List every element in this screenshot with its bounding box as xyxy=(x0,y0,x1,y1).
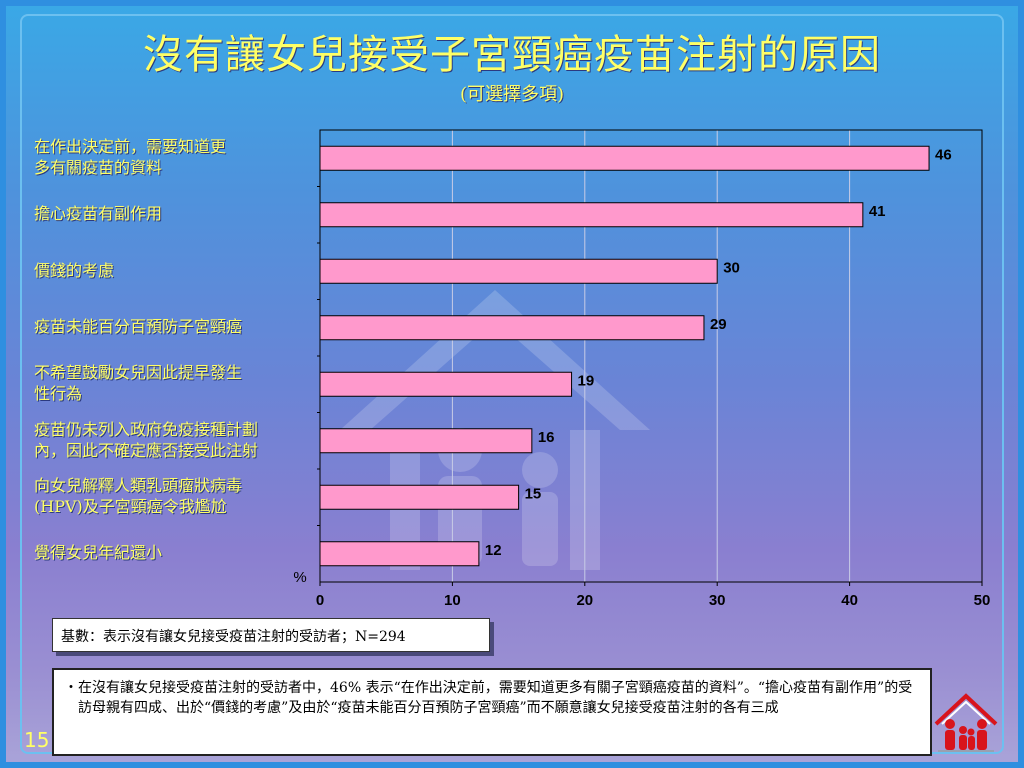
data-label: 15 xyxy=(525,485,542,502)
x-tick-label: 30 xyxy=(709,592,726,609)
bar xyxy=(319,371,573,397)
data-label: 29 xyxy=(710,316,727,333)
data-label: 41 xyxy=(869,203,886,220)
x-tick-label: 10 xyxy=(444,592,461,609)
x-tick-label: 50 xyxy=(974,592,991,609)
category-label: 價錢的考慮 xyxy=(34,260,115,280)
category-label: 在作出決定前，需要知道更 多有關疫苗的資料 xyxy=(34,137,227,178)
category-label: 疫苗仍未列入政府免疫接種計劃 內，因此不確定應否接受此注射 xyxy=(34,419,259,460)
axis-unit-label: % xyxy=(293,569,306,586)
bar xyxy=(319,428,533,454)
data-label: 16 xyxy=(538,429,555,446)
page-title: 沒有讓女兒接受子宮頸癌疫苗注射的原因 xyxy=(143,32,881,78)
summary-note-text: 在沒有讓女兒接受疫苗注射的受訪者中，46% 表示“在作出決定前，需要知道更多有關… xyxy=(78,680,913,716)
bar xyxy=(319,315,705,341)
bar xyxy=(319,541,480,567)
data-label: 30 xyxy=(723,259,740,276)
bar xyxy=(319,145,930,171)
note-bullet: ・ xyxy=(64,680,78,696)
data-label: 19 xyxy=(578,372,595,389)
bar xyxy=(319,484,520,510)
bar xyxy=(319,258,718,284)
page-subtitle: (可選擇多項) xyxy=(459,84,565,105)
x-tick-label: 20 xyxy=(576,592,593,609)
x-tick-label: 0 xyxy=(316,592,324,609)
category-label: 不希望鼓勵女兒因此提早發生 性行為 xyxy=(34,363,243,404)
category-label: 擔心疫苗有副作用 xyxy=(34,204,163,224)
family-logo-icon xyxy=(934,693,998,752)
category-label: 疫苗未能百分百預防子宮頸癌 xyxy=(34,317,243,337)
plot-area xyxy=(320,130,982,582)
data-label: 46 xyxy=(935,146,952,163)
summary-note-box: ・ 在沒有讓女兒接受疫苗注射的受訪者中，46% 表示“在作出決定前，需要知道更多… xyxy=(52,668,932,756)
base-note-text: 基數：表示沒有讓女兒接受疫苗注射的受訪者；N=294 xyxy=(61,629,406,645)
bar xyxy=(319,202,864,228)
x-tick-label: 40 xyxy=(841,592,858,609)
page-number: 15 xyxy=(24,728,50,752)
base-note-box: 基數：表示沒有讓女兒接受疫苗注射的受訪者；N=294 xyxy=(52,618,490,652)
data-label: 12 xyxy=(485,542,502,559)
category-label: 覺得女兒年紀還小 xyxy=(34,543,163,563)
category-label: 向女兒解釋人類乳頭瘤狀病毒 (HPV)及子宮頸癌令我尷尬 xyxy=(34,476,243,517)
